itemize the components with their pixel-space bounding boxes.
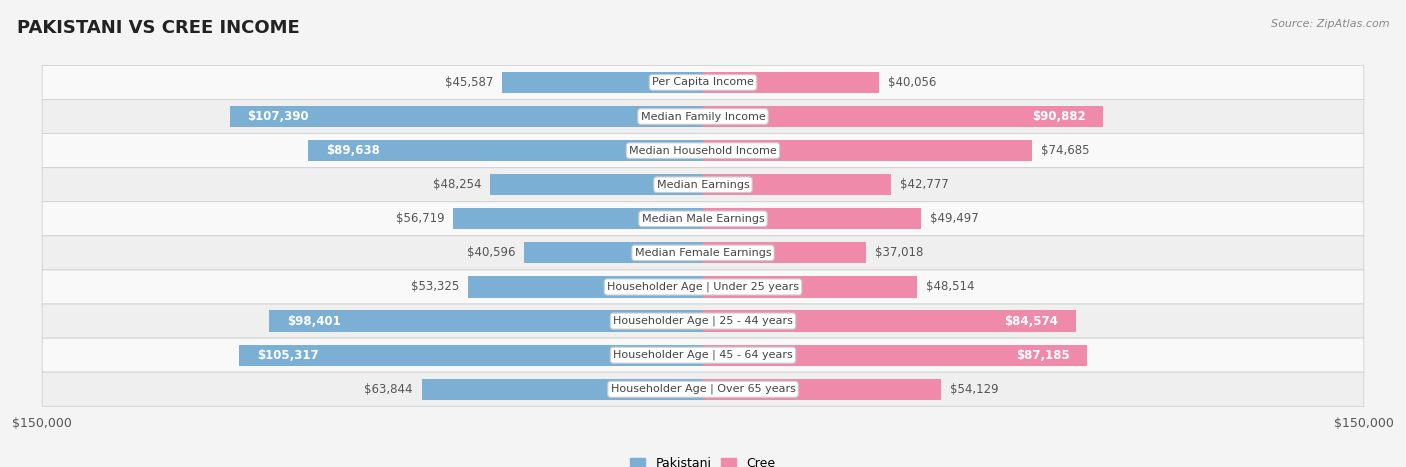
Text: $53,325: $53,325 (411, 281, 460, 293)
Text: $49,497: $49,497 (929, 212, 979, 225)
Bar (422, 379, 703, 400)
Text: $48,514: $48,514 (925, 281, 974, 293)
Text: Per Capita Income: Per Capita Income (652, 78, 754, 87)
Bar (703, 106, 1104, 127)
FancyBboxPatch shape (42, 65, 1364, 99)
FancyBboxPatch shape (42, 168, 1364, 202)
FancyBboxPatch shape (42, 99, 1364, 134)
Bar (703, 72, 880, 93)
Bar (703, 174, 891, 195)
FancyBboxPatch shape (42, 372, 1364, 406)
Text: Householder Age | 25 - 44 years: Householder Age | 25 - 44 years (613, 316, 793, 326)
Text: Median Female Earnings: Median Female Earnings (634, 248, 772, 258)
Bar (231, 106, 703, 127)
Text: $74,685: $74,685 (1040, 144, 1090, 157)
Text: $105,317: $105,317 (257, 349, 318, 361)
Text: Median Family Income: Median Family Income (641, 112, 765, 121)
Bar (453, 208, 703, 229)
Text: $107,390: $107,390 (247, 110, 309, 123)
Bar (703, 379, 942, 400)
Bar (491, 174, 703, 195)
Text: $56,719: $56,719 (395, 212, 444, 225)
Bar (239, 345, 703, 366)
Text: $98,401: $98,401 (287, 315, 340, 327)
FancyBboxPatch shape (42, 202, 1364, 236)
Bar (703, 242, 866, 263)
FancyBboxPatch shape (42, 236, 1364, 270)
Text: $89,638: $89,638 (326, 144, 380, 157)
Bar (524, 242, 703, 263)
Text: $45,587: $45,587 (444, 76, 494, 89)
Bar (703, 345, 1087, 366)
Bar (703, 276, 917, 297)
Text: $90,882: $90,882 (1032, 110, 1085, 123)
Bar (703, 140, 1032, 161)
Text: $84,574: $84,574 (1004, 315, 1057, 327)
Text: PAKISTANI VS CREE INCOME: PAKISTANI VS CREE INCOME (17, 19, 299, 37)
Text: $40,596: $40,596 (467, 247, 516, 259)
FancyBboxPatch shape (42, 304, 1364, 338)
Text: $42,777: $42,777 (900, 178, 949, 191)
FancyBboxPatch shape (42, 134, 1364, 168)
FancyBboxPatch shape (42, 338, 1364, 372)
Text: Median Male Earnings: Median Male Earnings (641, 214, 765, 224)
Bar (308, 140, 703, 161)
Legend: Pakistani, Cree: Pakistani, Cree (626, 452, 780, 467)
Text: $54,129: $54,129 (950, 383, 998, 396)
Bar (502, 72, 703, 93)
Bar (468, 276, 703, 297)
Text: $48,254: $48,254 (433, 178, 482, 191)
Text: Householder Age | 45 - 64 years: Householder Age | 45 - 64 years (613, 350, 793, 361)
Text: Median Household Income: Median Household Income (628, 146, 778, 156)
FancyBboxPatch shape (42, 270, 1364, 304)
Text: $63,844: $63,844 (364, 383, 413, 396)
Text: Householder Age | Over 65 years: Householder Age | Over 65 years (610, 384, 796, 395)
Text: Householder Age | Under 25 years: Householder Age | Under 25 years (607, 282, 799, 292)
Bar (703, 311, 1076, 332)
Bar (703, 208, 921, 229)
Text: Median Earnings: Median Earnings (657, 180, 749, 190)
Text: $87,185: $87,185 (1015, 349, 1070, 361)
Text: $37,018: $37,018 (875, 247, 924, 259)
Text: Source: ZipAtlas.com: Source: ZipAtlas.com (1271, 19, 1389, 28)
Bar (270, 311, 703, 332)
Text: $40,056: $40,056 (889, 76, 936, 89)
